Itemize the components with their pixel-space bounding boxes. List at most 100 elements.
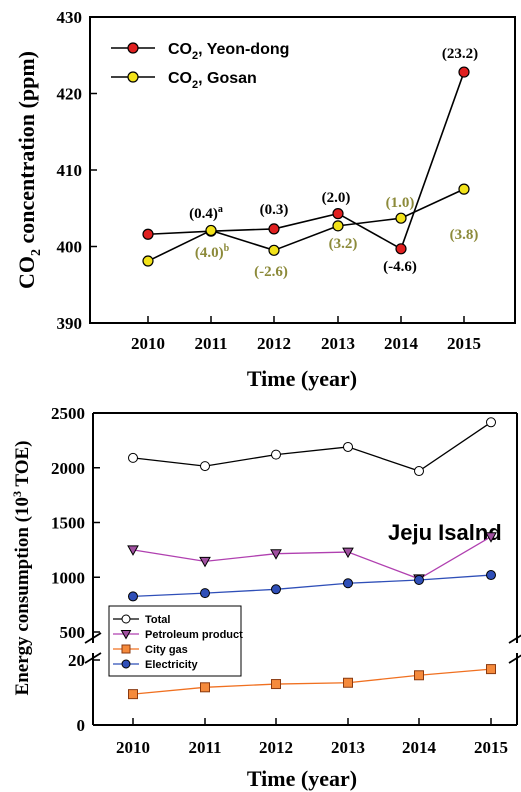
data-point-energy: [271, 679, 281, 690]
data-point-energy: [343, 578, 353, 589]
legend-label-main: CO: [168, 70, 192, 87]
data-point-energy: [128, 452, 138, 463]
y-axis-title: CO2 concentration (ppm): [14, 51, 44, 289]
series-line-energy: [132, 421, 492, 472]
y-tick-label: 430: [57, 8, 83, 27]
y-axis-title-sub: 2: [29, 249, 44, 256]
data-label-text: (0.4): [189, 206, 218, 222]
legend-label: CO2, Yeon-dong: [168, 41, 289, 62]
data-point-co2: [205, 224, 217, 237]
series-line-energy: [132, 668, 492, 695]
x-tick-label: 2010: [131, 334, 165, 353]
data-point-co2: [332, 220, 344, 232]
data-point-energy: [127, 545, 139, 556]
legend-label-rest: , Gosan: [198, 70, 257, 87]
x-tick-label: 2010: [116, 738, 150, 757]
y-tick-label: 0: [77, 716, 86, 735]
data-point-energy: [271, 449, 281, 460]
x-tick-label: 2014: [384, 334, 419, 353]
legend-label-sub: 2: [192, 79, 198, 91]
legend-label-main: CO: [168, 41, 192, 58]
data-point-energy: [199, 556, 211, 568]
legend-marker: [127, 42, 139, 54]
y-axis-title-rest: TOE): [12, 441, 33, 492]
y-tick-label: 500: [60, 623, 86, 642]
data-point-co2: [458, 66, 470, 78]
data-label-gosan: (1.0): [386, 195, 415, 211]
data-label-yeon: (2.0): [322, 190, 351, 206]
y-axis-title-sup: 3: [10, 491, 24, 497]
data-point-energy: [414, 670, 424, 681]
x-tick-label: 2014: [402, 738, 437, 757]
plot-frame-co2: [89, 16, 516, 324]
data-label-text: (2.0): [322, 190, 351, 206]
x-tick-label: 2015: [447, 334, 481, 353]
data-label-sup: b: [224, 243, 230, 254]
axis-break-mark: [508, 654, 521, 664]
legend-label-rest: , Yeon-dong: [198, 41, 289, 58]
axis-break-mark: [84, 632, 102, 644]
axis-break-mark: [84, 652, 102, 664]
y-axis-title-main: Energy consumption (10: [12, 497, 33, 695]
data-label-gosan: (-2.6): [254, 264, 288, 280]
data-label-sup: a: [218, 204, 223, 215]
data-label-yeon: (0.4)a: [189, 204, 223, 222]
data-point-co2: [395, 212, 407, 224]
data-point-energy: [342, 547, 354, 559]
x-tick-label: 2013: [331, 738, 365, 757]
data-point-energy: [200, 682, 210, 693]
y-tick-label: 2500: [51, 404, 85, 423]
data-point-co2: [332, 208, 344, 220]
legend-label: City gas: [145, 644, 188, 656]
data-label-gosan: (3.2): [329, 236, 358, 252]
data-label-text: (0.3): [260, 202, 289, 218]
legend-label: Total: [145, 614, 170, 626]
data-point-energy: [486, 664, 496, 675]
data-point-co2: [142, 228, 154, 240]
legend-marker: [121, 644, 131, 654]
legend-label-sub: 2: [192, 50, 198, 62]
data-point-energy: [343, 441, 353, 452]
x-tick-label: 2012: [259, 738, 293, 757]
data-point-energy: [343, 677, 353, 688]
legend-label: Electricity: [145, 659, 198, 671]
y-tick-label: 1500: [51, 514, 85, 533]
series-line-energy: [132, 536, 492, 580]
data-point-co2: [268, 244, 280, 256]
data-point-energy: [271, 584, 281, 595]
y-tick-label: 410: [57, 161, 83, 180]
y-tick-label: 400: [57, 238, 83, 257]
data-label-text: (3.2): [329, 236, 358, 252]
x-tick-label: 2011: [194, 334, 227, 353]
y-axis-title-main: CO: [14, 256, 39, 289]
data-point-co2: [268, 223, 280, 235]
data-label-gosan: (3.8): [450, 227, 479, 243]
data-label-yeon: (-4.6): [383, 259, 417, 275]
data-point-energy: [200, 588, 210, 599]
legend-marker: [120, 630, 132, 640]
legend-marker: [127, 71, 139, 83]
y-axis-title-rest: concentration (ppm): [14, 51, 39, 249]
y-axis-title: Energy consumption (103 TOE): [10, 441, 33, 696]
data-point-energy: [128, 591, 138, 602]
data-point-co2: [395, 243, 407, 255]
chart-annotation: Jeju Isalnd: [388, 520, 502, 545]
data-label-yeon: (0.3): [260, 202, 289, 218]
data-label-yeon: (23.2): [442, 46, 478, 62]
data-point-energy: [485, 532, 497, 543]
data-label-text: (4.0): [195, 245, 224, 261]
x-tick-label: 2015: [474, 738, 508, 757]
data-label-text: (-4.6): [383, 259, 417, 275]
data-point-energy: [486, 417, 496, 428]
data-point-energy: [486, 570, 496, 581]
x-axis-title: Time (year): [247, 766, 357, 791]
y-tick-label: 2000: [51, 459, 85, 478]
data-label-text: (1.0): [386, 195, 415, 211]
series-line-co2: [147, 188, 465, 262]
legend-marker: [121, 614, 131, 624]
y-tick-label: 1000: [51, 568, 85, 587]
data-point-energy: [414, 574, 424, 585]
data-label-text: (3.8): [450, 227, 479, 243]
legend-label: Petroleum product: [145, 629, 243, 641]
